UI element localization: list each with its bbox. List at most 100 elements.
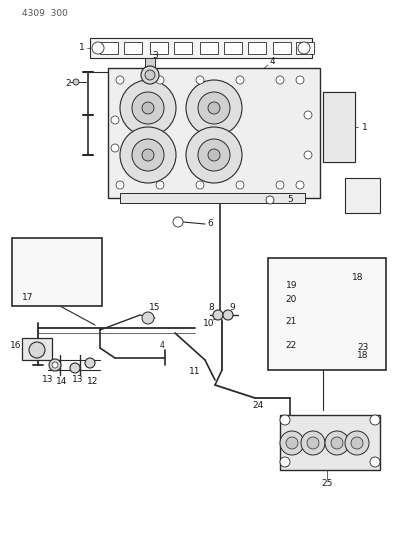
Text: 9: 9 (229, 303, 235, 312)
Text: 19: 19 (286, 280, 297, 289)
Circle shape (208, 149, 220, 161)
Bar (323, 92, 355, 162)
Text: 21: 21 (286, 318, 297, 327)
Circle shape (132, 139, 164, 171)
Circle shape (198, 92, 230, 124)
Text: 13: 13 (72, 376, 84, 384)
Text: 18: 18 (357, 351, 369, 359)
Text: 18: 18 (352, 273, 364, 282)
Circle shape (116, 76, 124, 84)
Text: 3: 3 (152, 52, 158, 61)
Circle shape (173, 217, 183, 227)
Text: 17: 17 (22, 294, 34, 303)
Circle shape (156, 181, 164, 189)
Bar (145, 58, 155, 75)
Text: 8: 8 (208, 303, 214, 312)
Circle shape (370, 415, 380, 425)
Bar (296, 42, 314, 54)
Text: 2: 2 (65, 78, 71, 87)
Circle shape (276, 181, 284, 189)
Text: 4: 4 (269, 58, 275, 67)
Text: 4: 4 (160, 341, 164, 350)
Text: 6: 6 (207, 220, 213, 229)
Circle shape (52, 362, 58, 368)
Text: 10: 10 (203, 319, 215, 327)
Bar (273, 42, 291, 54)
Bar (150, 42, 168, 54)
Circle shape (132, 92, 164, 124)
Text: 16: 16 (10, 341, 22, 350)
Text: 23: 23 (357, 343, 369, 351)
Circle shape (73, 79, 79, 85)
Circle shape (280, 431, 304, 455)
Circle shape (301, 431, 325, 455)
Circle shape (286, 437, 298, 449)
Bar (302, 288, 344, 298)
Bar (280, 415, 380, 470)
Bar (108, 68, 320, 198)
Circle shape (236, 181, 244, 189)
Circle shape (142, 312, 154, 324)
Circle shape (66, 258, 74, 266)
Bar (302, 302, 344, 312)
Circle shape (307, 437, 319, 449)
Circle shape (223, 310, 233, 320)
Bar (100, 42, 118, 54)
Circle shape (141, 66, 159, 84)
Circle shape (145, 70, 155, 80)
Circle shape (313, 271, 327, 285)
Text: 4309  300: 4309 300 (22, 10, 68, 19)
Circle shape (142, 102, 154, 114)
Bar (224, 42, 242, 54)
Bar (300, 342, 346, 352)
Circle shape (296, 181, 304, 189)
Text: 1: 1 (362, 123, 368, 132)
Circle shape (236, 76, 244, 84)
Circle shape (196, 76, 204, 84)
Bar (248, 42, 266, 54)
Circle shape (26, 258, 34, 266)
Circle shape (66, 270, 74, 278)
Circle shape (208, 102, 220, 114)
Circle shape (29, 342, 45, 358)
Bar (345, 178, 380, 213)
Circle shape (111, 144, 119, 152)
Circle shape (336, 344, 344, 352)
Circle shape (111, 116, 119, 124)
Circle shape (280, 457, 290, 467)
Text: 25: 25 (322, 479, 333, 488)
Text: 12: 12 (87, 377, 99, 386)
Bar (12, 238, 102, 306)
Circle shape (370, 457, 380, 467)
Circle shape (186, 127, 242, 183)
Circle shape (49, 359, 61, 371)
Circle shape (345, 431, 369, 455)
Text: 13: 13 (42, 376, 54, 384)
Circle shape (196, 181, 204, 189)
Circle shape (304, 151, 312, 159)
Circle shape (92, 42, 104, 54)
Bar (22, 338, 52, 360)
Circle shape (213, 310, 223, 320)
Circle shape (198, 139, 230, 171)
Text: 24: 24 (253, 401, 264, 410)
Circle shape (156, 76, 164, 84)
Text: 1: 1 (79, 44, 85, 52)
Bar (90, 38, 312, 58)
Text: 20: 20 (286, 295, 297, 304)
Circle shape (186, 80, 242, 136)
Bar (174, 42, 192, 54)
Bar (120, 193, 305, 203)
Text: 15: 15 (149, 303, 161, 312)
Bar (124, 42, 142, 54)
Circle shape (120, 127, 176, 183)
Bar (200, 42, 218, 54)
Text: 22: 22 (286, 341, 297, 350)
Circle shape (142, 149, 154, 161)
Circle shape (296, 76, 304, 84)
Circle shape (316, 274, 324, 282)
Text: 11: 11 (189, 367, 201, 376)
Circle shape (116, 181, 124, 189)
Circle shape (298, 42, 310, 54)
Circle shape (276, 76, 284, 84)
